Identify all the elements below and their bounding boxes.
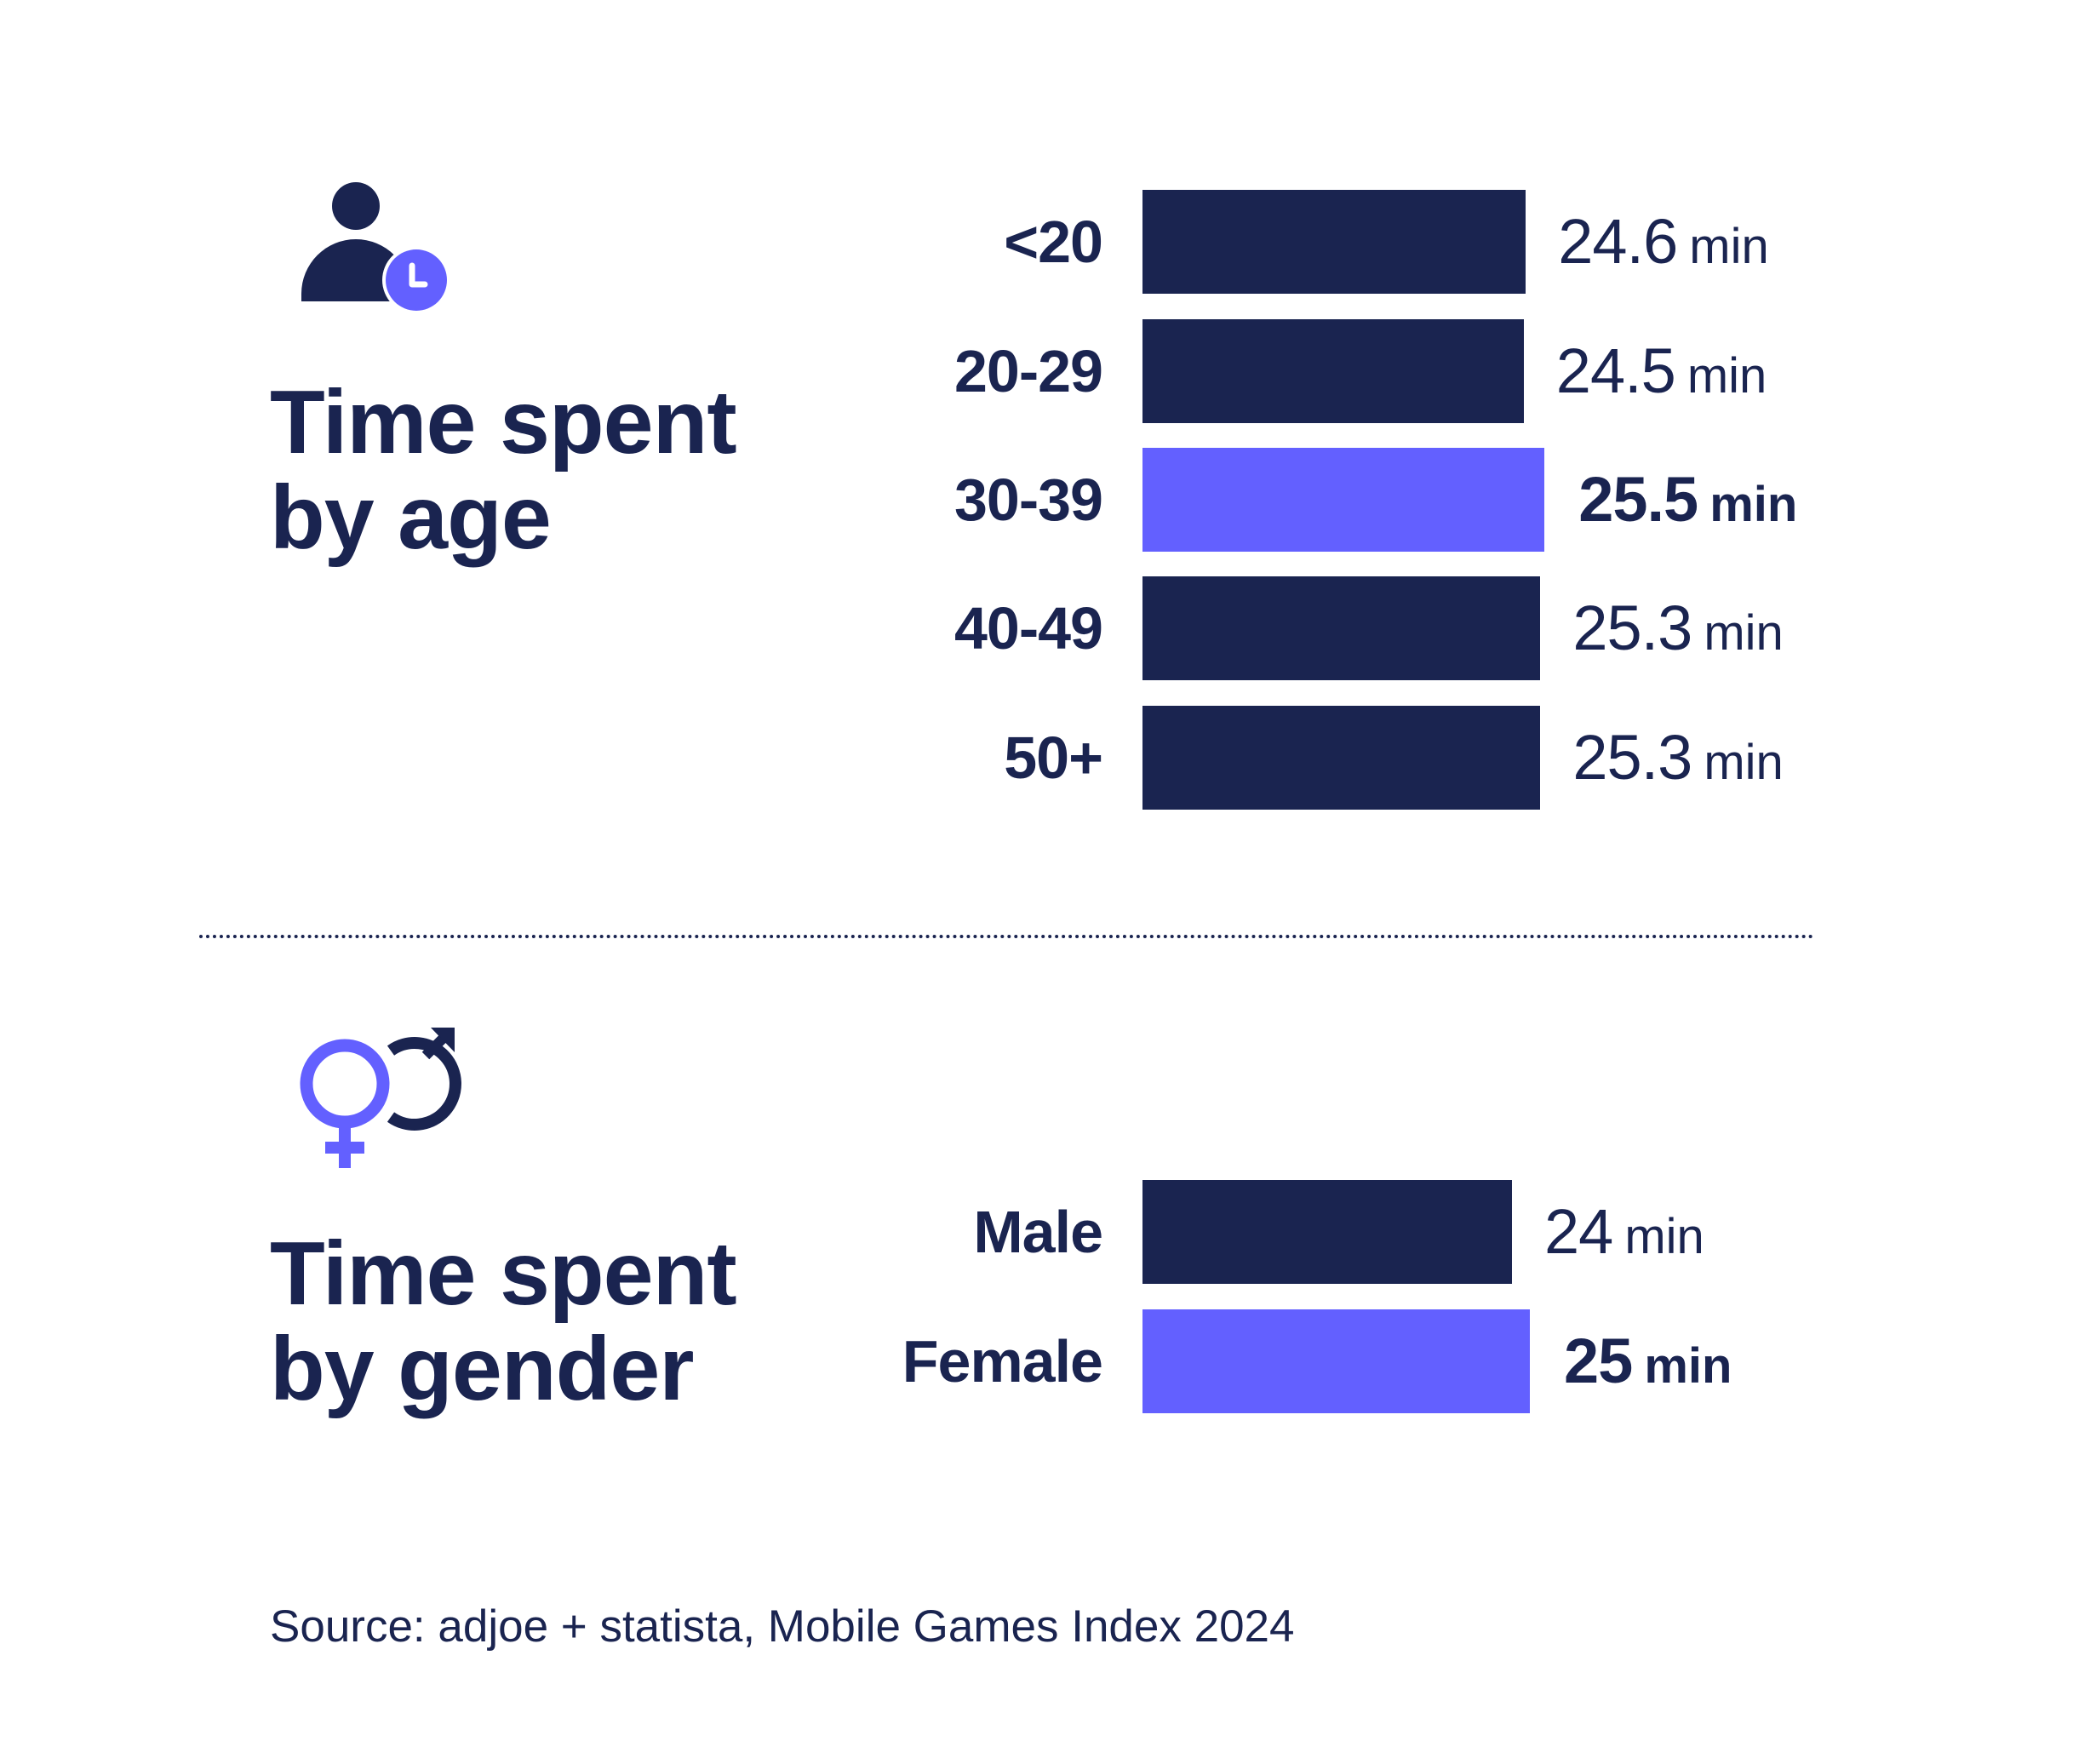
age-bar <box>1142 576 1541 680</box>
gender-category-label: Male <box>973 1199 1103 1265</box>
value-unit: min <box>1709 477 1798 532</box>
age-category-label: 40-49 <box>953 595 1103 662</box>
gender-value-label: 24 min <box>1544 1180 1704 1284</box>
age-section-title: Time spent by age <box>270 372 737 568</box>
age-bar <box>1142 319 1524 423</box>
value-number: 25.3 <box>1572 722 1692 793</box>
value-number: 25.3 <box>1572 593 1692 663</box>
value-unit: min <box>1689 219 1769 274</box>
value-number: 24.6 <box>1558 206 1678 277</box>
age-value-label: 24.6 min <box>1558 190 1769 294</box>
gender-bar <box>1142 1309 1530 1413</box>
value-number: 25 <box>1564 1326 1633 1396</box>
female-male-symbol-icon <box>300 1028 461 1168</box>
age-category-label: 20-29 <box>953 338 1103 404</box>
value-unit: min <box>1624 1209 1704 1264</box>
age-bar <box>1142 706 1541 810</box>
value-number: 24.5 <box>1555 335 1676 406</box>
gender-section-title: Time spent by gender <box>270 1223 737 1419</box>
source-note: Source: adjoe + statista, Mobile Games I… <box>270 1601 1295 1652</box>
age-bar <box>1142 190 1526 294</box>
value-unit: min <box>1704 605 1784 661</box>
dotted-divider <box>199 935 1814 938</box>
gender-value-label: 25 min <box>1564 1309 1732 1413</box>
age-value-label: 25.3 min <box>1572 576 1784 680</box>
value-unit: min <box>1686 348 1767 404</box>
title-line: by age <box>270 467 552 568</box>
value-unit: min <box>1644 1338 1732 1394</box>
title-line: by gender <box>270 1319 695 1419</box>
person-clock-icon <box>301 182 450 314</box>
age-category-label: 30-39 <box>953 467 1103 533</box>
age-value-label: 24.5 min <box>1556 319 1767 423</box>
title-line: Time spent <box>270 372 737 472</box>
age-bar <box>1142 448 1545 552</box>
title-line: Time spent <box>270 1223 737 1324</box>
age-category-label: 50+ <box>1004 724 1103 791</box>
value-unit: min <box>1704 735 1784 790</box>
gender-category-label: Female <box>902 1328 1103 1395</box>
age-value-label: 25.3 min <box>1572 706 1784 810</box>
age-value-label: 25.5 min <box>1578 448 1797 552</box>
value-number: 24 <box>1544 1196 1613 1267</box>
age-category-label: <20 <box>1004 209 1103 275</box>
gender-bar <box>1142 1180 1512 1284</box>
value-number: 25.5 <box>1578 464 1698 535</box>
